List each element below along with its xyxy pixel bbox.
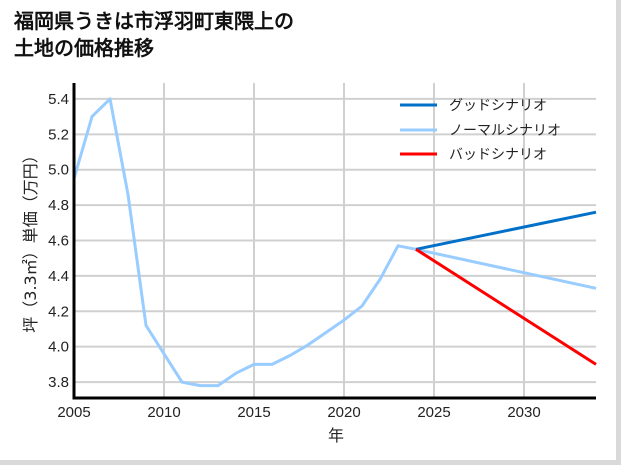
- x-tick-label: 2015: [237, 404, 270, 421]
- legend-label: ノーマルシナリオ: [449, 123, 561, 139]
- chart-title: 福岡県うきは市浮羽町東隈上の 土地の価格推移: [14, 8, 294, 62]
- y-tick-label: 4.6: [48, 233, 69, 250]
- x-tick-label: 2020: [327, 404, 360, 421]
- legend-label: グッドシナリオ: [449, 98, 547, 114]
- y-tick-label: 5.2: [48, 126, 69, 143]
- x-tick-label: 2005: [57, 404, 90, 421]
- chart-title-line1: 福岡県うきは市浮羽町東隈上の: [14, 9, 294, 33]
- y-tick-labels: 3.8 4.0 4.2 4.4 4.6 4.8 5.0 5.2 5.4: [48, 91, 69, 391]
- y-tick-label: 4.8: [48, 197, 69, 214]
- x-tick-labels: 2005 2010 2015 2020 2025 2030: [57, 404, 540, 421]
- y-tick-label: 5.0: [48, 162, 69, 179]
- legend-label: バッドシナリオ: [449, 147, 547, 163]
- series-line: [415, 248, 597, 366]
- x-axis-label: 年: [328, 426, 344, 445]
- y-axis-label: 坪（3.3㎡）単価（万円）: [21, 147, 40, 332]
- series-lines: [72, 97, 597, 388]
- x-tick-label: 2025: [417, 404, 450, 421]
- x-tick-label: 2010: [147, 404, 180, 421]
- chart-title-line2: 土地の価格推移: [14, 36, 154, 60]
- series-line: [415, 210, 597, 251]
- series-line: [72, 97, 597, 388]
- y-tick-label: 5.4: [48, 91, 69, 108]
- y-tick-label: 4.2: [48, 303, 69, 320]
- y-tick-label: 4.4: [48, 268, 69, 285]
- x-tick-label: 2030: [507, 404, 540, 421]
- axes: [72, 83, 596, 400]
- y-tick-label: 3.8: [48, 374, 69, 391]
- y-tick-label: 4.0: [48, 339, 69, 356]
